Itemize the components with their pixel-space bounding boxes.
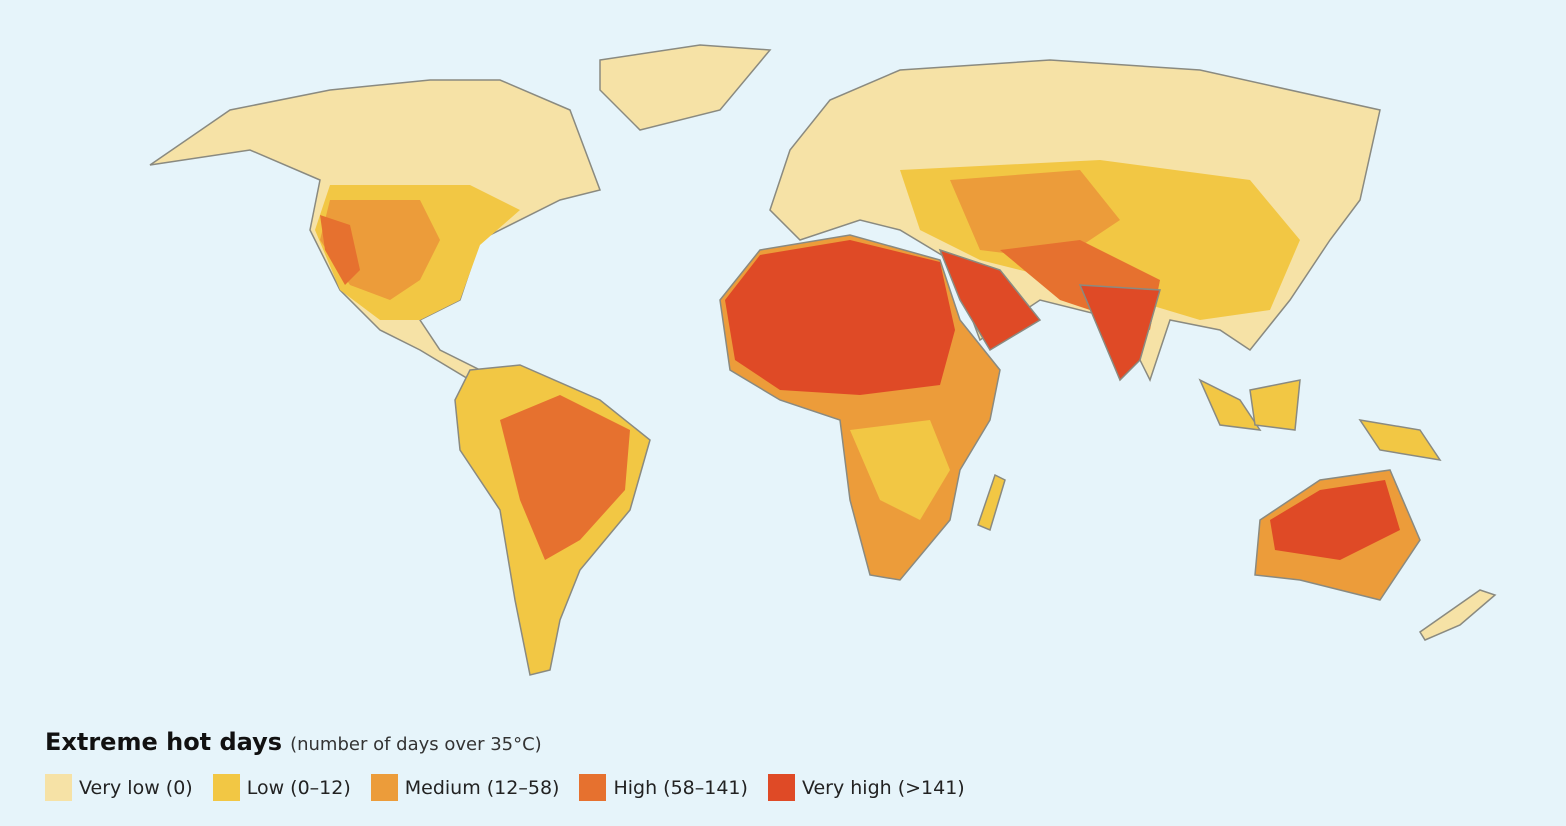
legend-swatch — [212, 774, 240, 801]
legend-subtitle: (number of days over 35°C) — [290, 734, 542, 755]
legend-item: High (58–141) — [579, 774, 748, 801]
greenland — [599, 44, 772, 131]
heat-zone — [1270, 480, 1400, 560]
legend-swatch — [579, 774, 607, 801]
land — [149, 44, 1497, 676]
legend-swatch — [370, 774, 398, 801]
legend-swatch — [45, 774, 72, 801]
legend-item: Very high (>141) — [767, 774, 965, 801]
legend-label: High (58–141) — [613, 776, 748, 799]
madagascar — [977, 473, 1006, 532]
world-map — [149, 44, 1497, 676]
islands — [1358, 418, 1442, 462]
legend-item: Medium (12–58) — [370, 774, 560, 801]
legend-items: Very low (0) Low (0–12) Medium (12–58) High… — [45, 774, 965, 801]
arabia — [938, 248, 1042, 352]
legend-title: Extreme hot days — [45, 728, 283, 756]
islands — [1198, 378, 1262, 431]
india — [1078, 284, 1161, 382]
heat-zone — [850, 420, 950, 520]
legend-label: Very low (0) — [79, 776, 193, 799]
legend-item: Very low (0) — [45, 774, 193, 801]
legend: Extreme hot days (number of days over 35… — [45, 728, 965, 801]
legend-label: Medium (12–58) — [404, 776, 560, 799]
legend-swatch — [767, 774, 795, 801]
new-zealand — [1418, 589, 1497, 641]
legend-label: Low (0–12) — [246, 776, 351, 799]
heat-zone — [725, 240, 955, 395]
heat-zone — [320, 215, 360, 285]
legend-item: Low (0–12) — [212, 774, 351, 801]
legend-label: Very high (>141) — [801, 776, 965, 799]
islands — [1249, 379, 1301, 431]
heat-zone — [950, 170, 1120, 260]
heat-zone — [500, 395, 630, 560]
